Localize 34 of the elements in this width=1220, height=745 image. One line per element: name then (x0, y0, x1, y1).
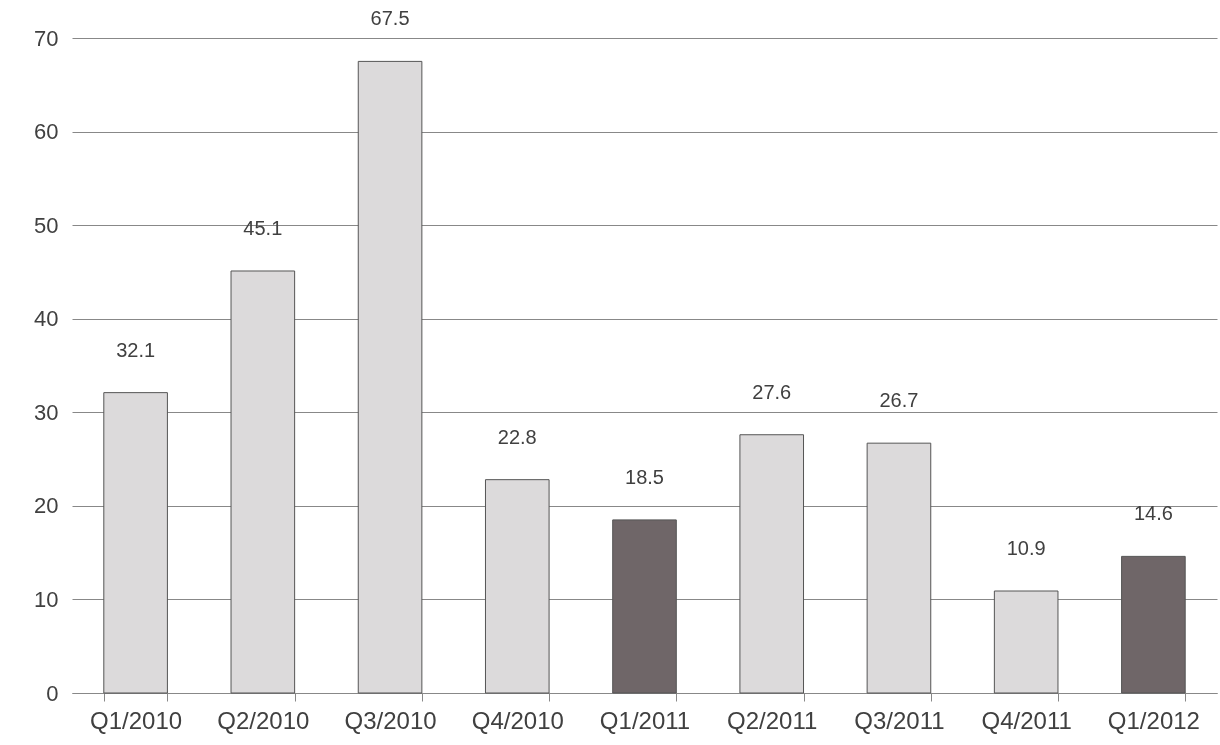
y-tick-label: 70 (34, 25, 59, 51)
bar (1121, 555, 1186, 694)
data-label: 32.1 (116, 338, 156, 361)
bar (484, 479, 550, 694)
data-label: 27.6 (752, 380, 792, 403)
x-tick-label: Q2/2010 (217, 706, 310, 734)
y-tick-label: 60 (34, 119, 59, 145)
x-tick-label: Q1/2012 (1107, 706, 1200, 734)
x-tick-label: Q4/2010 (471, 706, 564, 734)
data-label: 18.5 (625, 465, 664, 488)
data-label: 14.6 (1133, 502, 1173, 525)
bar (612, 519, 677, 694)
x-tick-label: Q1/2010 (90, 706, 183, 734)
bar (230, 270, 296, 694)
y-tick-label: 20 (34, 493, 59, 519)
y-tick-label: 10 (34, 586, 59, 612)
x-tick-label: Q2/2011 (727, 706, 818, 734)
x-tick-label: Q1/2011 (599, 706, 691, 734)
x-tick-label: Q4/2011 (981, 706, 1072, 734)
data-label: 67.5 (370, 7, 410, 30)
data-label: 26.7 (879, 389, 919, 412)
x-tick-label: Q3/2010 (344, 706, 437, 734)
bar (103, 392, 168, 694)
x-tick-label: Q3/2011 (854, 706, 945, 734)
bar (993, 590, 1059, 694)
y-tick-label: 50 (34, 212, 59, 238)
y-tick-label: 40 (34, 306, 59, 332)
bar (739, 434, 805, 694)
bar (357, 60, 423, 694)
data-label: 22.8 (497, 425, 537, 448)
y-tick-label: 30 (34, 399, 59, 425)
bar (866, 442, 932, 694)
data-label: 10.9 (1006, 537, 1046, 560)
y-tick-label: 0 (46, 680, 59, 706)
